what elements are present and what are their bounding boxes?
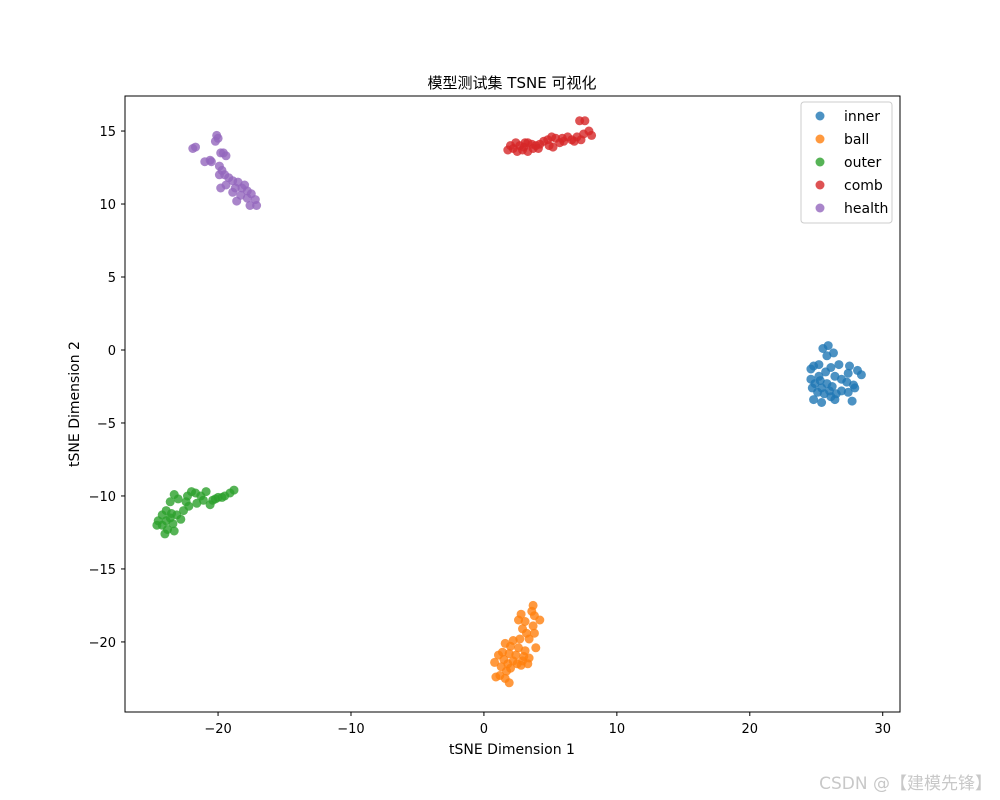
legend-marker-health <box>815 203 825 213</box>
y-tick-label: −20 <box>89 636 116 651</box>
point-inner <box>814 371 824 381</box>
point-inner <box>826 392 836 402</box>
point-health <box>218 148 228 158</box>
legend-marker-comb <box>815 180 825 190</box>
point-ball <box>506 641 515 651</box>
point-ball <box>524 634 534 644</box>
point-health <box>245 201 255 210</box>
point-comb <box>503 145 513 155</box>
point-outer <box>152 520 162 530</box>
point-inner <box>856 370 866 380</box>
watermark-text: CSDN @【建模先锋】 <box>819 774 992 794</box>
point-outer <box>165 497 175 507</box>
point-outer <box>181 497 191 507</box>
legend-label-health: health <box>844 201 888 217</box>
x-tick-label: 30 <box>874 722 891 737</box>
point-health <box>252 201 262 210</box>
point-inner <box>847 396 857 406</box>
legend-label-ball: ball <box>844 132 869 148</box>
point-ball <box>504 678 514 688</box>
point-health <box>216 183 226 193</box>
x-tick-label: −10 <box>337 722 364 737</box>
point-inner <box>850 383 860 393</box>
x-tick-label: 0 <box>480 722 488 737</box>
points-layer <box>152 116 866 688</box>
legend-marker-inner <box>815 111 825 121</box>
point-outer <box>205 500 215 510</box>
point-health <box>200 157 210 167</box>
point-inner <box>829 348 838 358</box>
y-axis-ticks: −20 −15 −10 −5 0 5 10 15 <box>89 125 125 651</box>
point-inner <box>843 387 853 397</box>
y-tick-label: 5 <box>108 271 116 286</box>
y-tick-label: −5 <box>97 417 116 432</box>
y-tick-label: −10 <box>89 490 116 505</box>
point-health <box>210 136 220 146</box>
legend-marker-outer <box>815 157 825 167</box>
point-comb <box>520 138 530 148</box>
point-outer <box>192 498 202 508</box>
point-comb <box>569 136 579 146</box>
y-tick-label: −15 <box>89 563 116 578</box>
point-health <box>214 170 224 180</box>
point-ball <box>502 666 511 676</box>
x-tick-label: −20 <box>204 722 231 737</box>
legend-label-comb: comb <box>844 178 883 194</box>
legend-label-outer: outer <box>844 155 882 171</box>
point-outer <box>160 529 170 539</box>
point-health <box>240 180 250 190</box>
legend-box <box>800 101 893 224</box>
point-inner <box>806 364 816 374</box>
point-comb <box>576 135 586 145</box>
point-ball <box>516 660 526 670</box>
point-inner <box>845 361 854 371</box>
point-inner <box>843 368 853 378</box>
x-axis-ticks: −20 −10 0 10 20 30 <box>204 712 891 737</box>
point-ball <box>490 657 500 667</box>
point-comb <box>587 130 597 140</box>
point-inner <box>823 341 833 351</box>
point-inner <box>809 395 819 405</box>
point-ball <box>523 659 533 669</box>
point-comb <box>557 133 567 143</box>
point-ball <box>531 643 541 653</box>
point-comb <box>580 116 590 126</box>
point-outer <box>179 506 188 516</box>
point-inner <box>826 363 836 372</box>
plot-frame <box>124 95 901 713</box>
point-inner <box>817 398 827 407</box>
legend-marker-ball <box>815 134 825 144</box>
y-axis-label: tSNE Dimension 2 <box>67 341 83 467</box>
point-outer <box>169 490 179 499</box>
point-outer <box>169 526 179 536</box>
point-ball <box>528 621 538 631</box>
point-comb <box>548 142 558 152</box>
point-outer <box>165 513 175 523</box>
x-tick-label: 20 <box>742 722 759 737</box>
x-axis-label: tSNE Dimension 1 <box>449 742 575 758</box>
chart-title: 模型测试集 TSNE 可视化 <box>428 74 597 92</box>
point-inner <box>834 360 844 370</box>
y-tick-label: 10 <box>99 198 116 213</box>
point-inner <box>837 386 846 396</box>
point-health <box>191 142 200 152</box>
legend-label-inner: inner <box>844 109 880 125</box>
point-health <box>232 196 242 206</box>
point-ball <box>491 672 501 682</box>
legend: inner ball outer comb health <box>800 101 893 224</box>
point-health <box>228 187 238 197</box>
point-outer <box>176 514 186 524</box>
y-tick-label: 0 <box>108 344 116 359</box>
point-health <box>206 157 216 167</box>
y-tick-label: 15 <box>99 125 116 140</box>
point-ball <box>529 628 539 638</box>
x-tick-label: 10 <box>609 722 626 737</box>
point-outer <box>217 492 227 502</box>
point-ball <box>535 615 545 625</box>
point-ball <box>520 617 530 626</box>
point-comb <box>533 144 543 153</box>
point-health <box>242 193 252 203</box>
